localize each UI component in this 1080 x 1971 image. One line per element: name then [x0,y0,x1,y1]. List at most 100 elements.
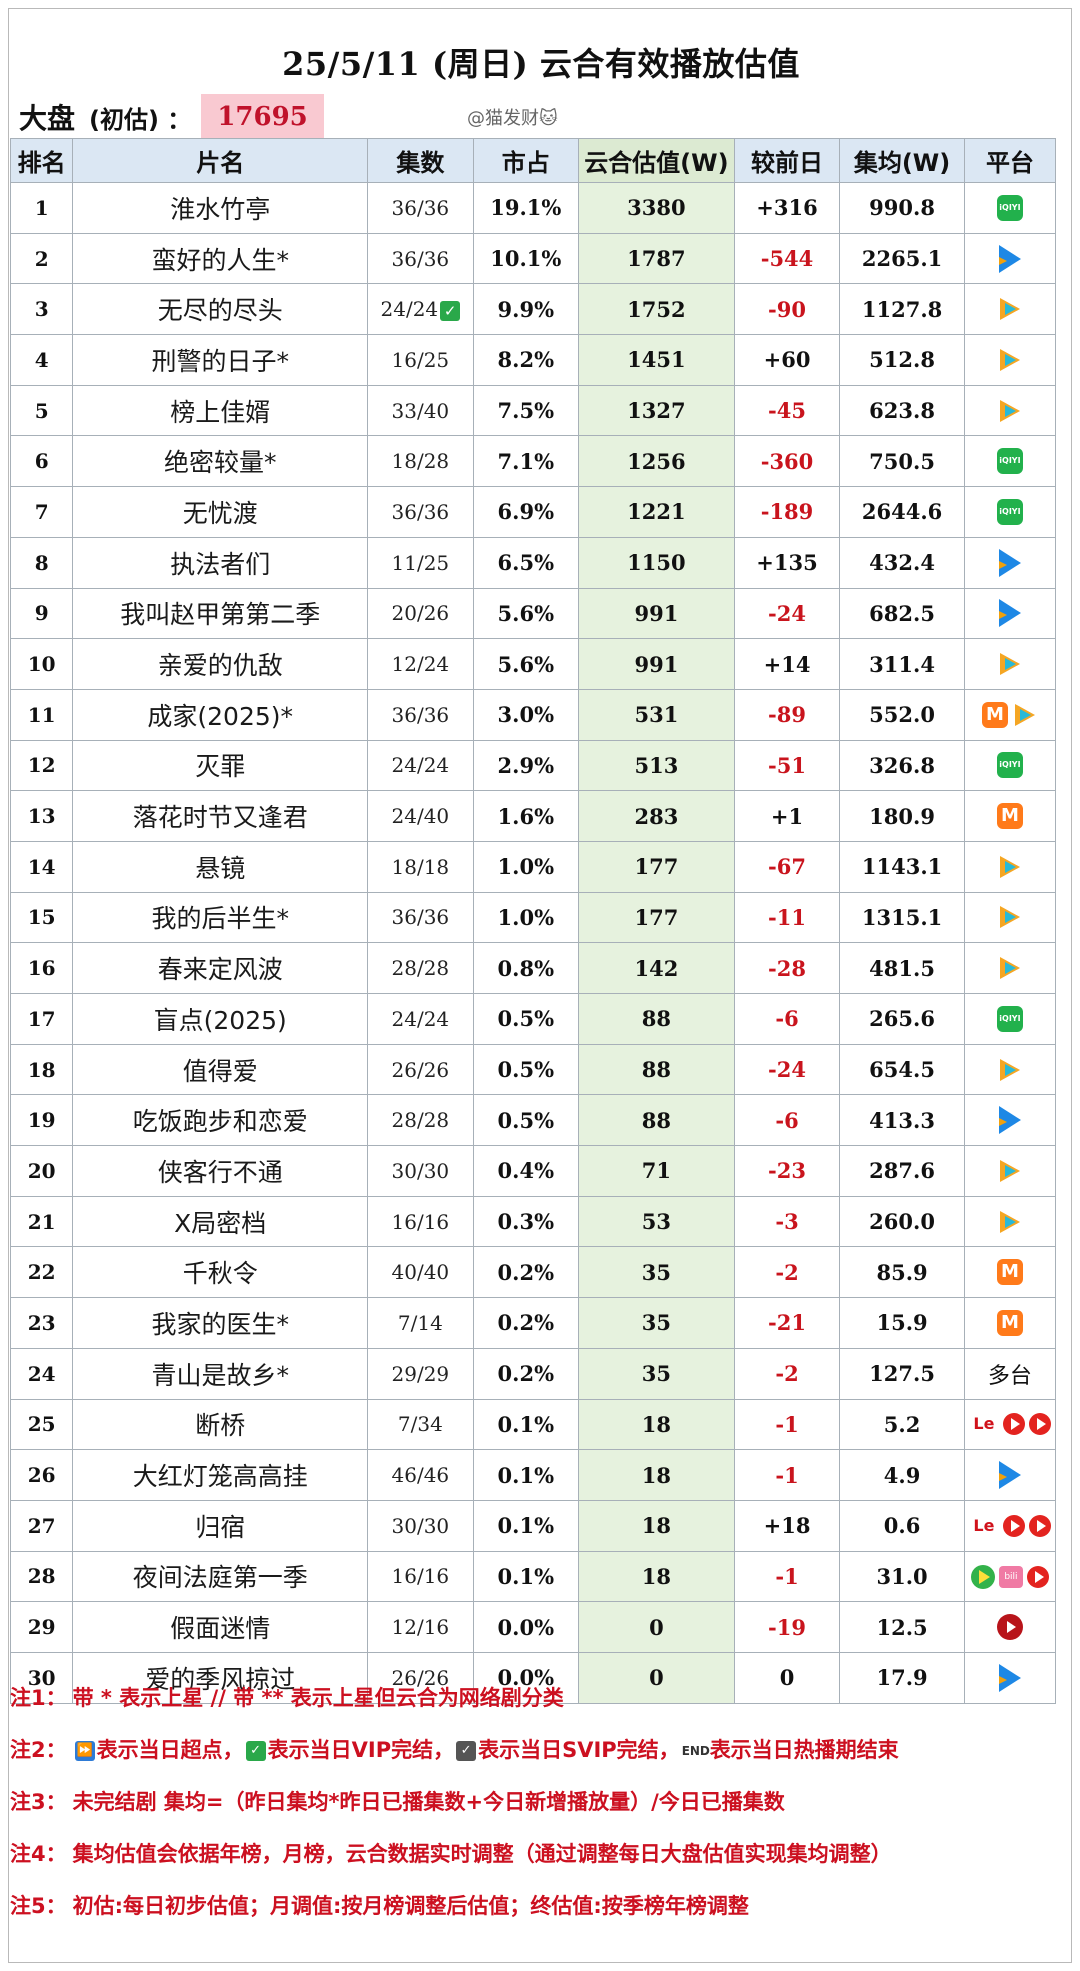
change-cell: -544 [733,232,841,285]
title-cell-text: 落花时节又逢君 [132,803,308,833]
rank-cell-text: 16 [27,956,56,981]
average-cell: 85.9 [839,1246,965,1299]
end-icon: END [681,1744,710,1758]
estimate-cell-text: 142 [634,955,679,981]
average-cell: 311.4 [839,638,965,690]
title-cell-text: 归宿 [195,1512,246,1542]
average-cell-text: 552.0 [869,702,935,728]
title-cell-text: 绝密较量* [163,448,277,478]
share-cell-text: 0.5% [497,1006,555,1032]
title-cell: 青山是故乡* [72,1347,369,1400]
estimate-cell: 1787 [578,232,735,285]
ranking-table: 排名 片名 集数 市占 云合估值(W) 较前日 集均(W) 平台 1 淮水竹亭 36… [9,138,1057,1704]
episodes-cell-text: 11/25 [391,550,450,575]
average-cell-text: 1315.1 [861,904,943,930]
title-cell-text: 夜间法庭第一季 [132,1563,308,1593]
note-1-key: 注1： [10,1686,67,1710]
title-cell-text: 春来定风波 [157,955,283,985]
average-cell-text: 1127.8 [861,296,943,322]
rank-cell: 5 [9,384,74,437]
table-row: 3 无尽的尽头 24/24 ✓ 9.9% 1752 -90 1127.8 [9,283,1057,336]
market-value: 17695 [201,94,324,140]
mango-tv-icon: M [996,803,1023,830]
average-cell-text: 326.8 [869,752,935,778]
title-cell-text: 我的后半生* [151,904,289,934]
share-cell-text: 3.0% [497,702,555,728]
title-cell: 淮水竹亭 [72,182,369,234]
change-cell-text: -24 [768,1057,806,1083]
episodes-cell: 36/36 [367,688,474,741]
share-cell: 0.1% [472,1398,580,1451]
rank-cell: 25 [9,1398,74,1451]
average-cell: 1315.1 [839,891,965,944]
table-row: 15 我的后半生* 36/36 1.0% 177 -11 1315.1 [9,891,1057,944]
share-cell: 2.9% [472,739,580,792]
title-cell-text: 淮水竹亭 [170,194,271,224]
change-cell-text: +14 [763,651,811,677]
letv-icon: Le [973,1515,995,1535]
platform-cell: M [963,790,1057,842]
change-cell-text: -2 [775,1259,799,1285]
letv-icon: Le [973,1414,995,1434]
average-cell-text: 432.4 [869,550,935,576]
estimate-cell: 513 [578,739,735,792]
episodes-cell-text: 7/14 [397,1310,443,1335]
title-cell-text: 灭罪 [195,752,246,782]
red-play-icon [1026,1565,1049,1588]
change-cell-text: -3 [775,1209,799,1235]
average-cell: 180.9 [839,790,965,842]
change-cell: +14 [733,638,841,690]
rank-cell-text: 23 [27,1310,56,1335]
rank-cell-text: 20 [27,1158,56,1183]
rank-cell: 8 [9,536,74,589]
table-row: 2 蛮好的人生* 36/36 10.1% 1787 -544 2265.1 [9,232,1057,285]
share-cell-text: 0.0% [497,1614,555,1640]
title-cell: 爱的季风掠过 [72,1651,369,1704]
share-cell-text: 0.2% [497,1310,555,1336]
table-row: 12 灭罪 24/24 2.9% 513 -51 326.8 iQIYI [9,739,1057,792]
estimate-cell-text: 18 [641,1411,672,1437]
estimate-cell-text: 18 [641,1513,672,1539]
share-cell: 1.0% [472,840,580,893]
episodes-cell: 33/40 [367,384,474,437]
change-cell: 0 [733,1651,841,1704]
average-cell: 4.9 [839,1449,965,1501]
estimate-cell-text: 3380 [627,195,686,221]
title-cell-text: 刑警的日子* [151,346,289,376]
episodes-cell-text: 12/24 [391,652,450,677]
average-cell: 5.2 [839,1398,965,1451]
note-1-text: 带 * 表示上星 // 带 ** 表示上星但云合为网络剧分类 [72,1686,564,1710]
tencent-video-icon [997,1209,1023,1235]
share-cell-text: 5.6% [497,600,555,626]
average-cell: 654.5 [839,1043,965,1096]
table-row: 29 假面迷情 12/16 0.0% 0 -19 12.5 [9,1601,1057,1653]
platform-text: 多台 [987,1363,1032,1389]
title-cell: 夜间法庭第一季 [72,1550,369,1603]
vip-complete-check-icon: ✓ [440,300,461,321]
share-cell-text: 19.1% [490,195,562,221]
tencent-video-icon [997,904,1023,930]
rank-cell-text: 3 [34,297,49,322]
note-3: 注3： 未完结剧 集均=（昨日集均*昨日已播集数+今日新增播放量）/今日已播集数 [10,1776,1060,1828]
note-2-part-4: 表示当日热播期结束 [709,1738,899,1762]
average-cell-text: 750.5 [869,448,935,474]
platform-cell: iQIYI [963,435,1057,488]
tencent-video-icon [997,398,1023,424]
red-play-icon [1028,1413,1051,1436]
estimate-cell: 35 [578,1297,735,1349]
average-cell: 1127.8 [839,283,965,336]
youku-icon [998,548,1021,577]
platform-cell [963,1651,1057,1704]
share-cell-text: 0.1% [497,1513,555,1539]
episodes-cell: 36/36 [367,891,474,944]
tencent-video-icon [1012,702,1038,728]
episodes-cell: 26/26 [367,1651,474,1704]
estimate-cell: 1327 [578,384,735,437]
average-cell-text: 4.9 [883,1462,921,1488]
share-cell-text: 0.8% [497,955,555,981]
title-cell: 悬镜 [72,840,369,893]
red-play-icon [1002,1413,1025,1436]
table-row: 1 淮水竹亭 36/36 19.1% 3380 +316 990.8 iQIYI [9,182,1057,234]
estimate-cell: 283 [578,790,735,842]
share-cell-text: 0.4% [497,1158,555,1184]
